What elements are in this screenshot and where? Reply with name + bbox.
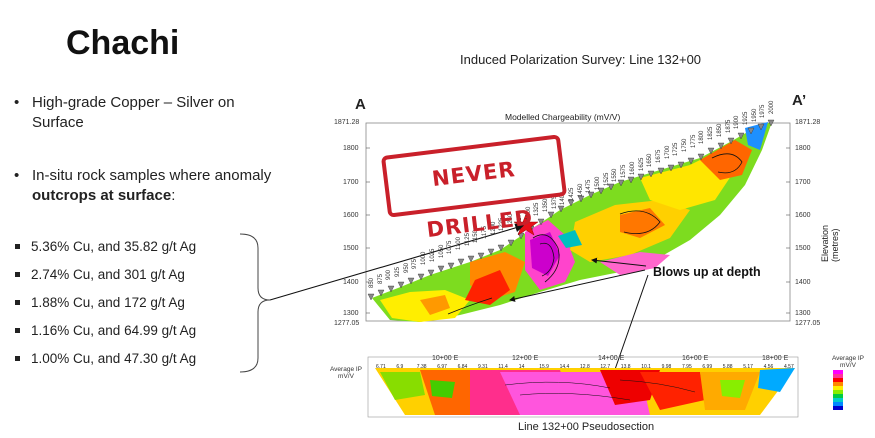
station-label: 1500 (595, 176, 602, 190)
sample-bracket (239, 233, 271, 373)
station-label: 1850 (716, 123, 723, 137)
station-label: 925 (395, 266, 402, 277)
bullet-dot: • (14, 94, 20, 111)
station-label: 1975 (760, 104, 767, 118)
station-label: 1825 (708, 127, 715, 141)
pseudo-value: 14 (518, 364, 525, 370)
electrode-markers (367, 119, 775, 301)
y-tick-left: 1800 (343, 145, 359, 152)
pseudo-x-tick: 16+00 E (682, 355, 709, 362)
pseudo-value: 7.38 (416, 364, 427, 370)
station-label: 1725 (673, 142, 680, 156)
station-label: 1800 (699, 130, 706, 145)
station-label: 1450 (577, 183, 584, 198)
y-axis-title: Elevation (metres) (820, 224, 840, 262)
pseudo-value: 7.95 (682, 364, 692, 370)
survey-title: Induced Polarization Survey: Line 132+00 (460, 52, 702, 67)
pseudo-value: 11.4 (498, 364, 508, 370)
y-tick-left: 1300 (343, 310, 359, 317)
y-tick-left: 1871.28 (334, 119, 360, 126)
pseudo-value: 6.99 (702, 364, 713, 370)
y-tick-right: 1400 (795, 279, 811, 286)
callout-arrow-1 (509, 269, 646, 302)
y-tick-right: 1277.05 (795, 320, 821, 327)
station-label: 1700 (664, 146, 671, 160)
pseudo-value: 14.4 (559, 364, 570, 370)
y-tick-left: 1400 (343, 279, 359, 286)
callout-text: Blows up at depth (653, 265, 761, 279)
y-tick-right: 1800 (795, 145, 811, 152)
y-tick-left: 1277.05 (334, 320, 360, 327)
pseudo-value: 9.31 (478, 364, 488, 370)
station-label: 1750 (682, 138, 689, 152)
station-label: 1525 (603, 172, 610, 186)
station-label: 1575 (621, 164, 628, 179)
station-label: 1425 (569, 187, 575, 201)
section-frame (365, 122, 791, 322)
pseudo-x-tick: 10+00 E (432, 355, 459, 362)
y-tick-right: 1871.28 (795, 119, 821, 126)
y-tick-left: 1700 (343, 179, 359, 186)
station-label: 1650 (647, 153, 654, 167)
sample-pointer-arrow (269, 223, 525, 301)
callout-arrow-2 (610, 274, 649, 379)
slide-title: Chachi (66, 24, 180, 62)
pseudo-value: 6.71 (376, 364, 386, 370)
station-label: 1675 (655, 149, 662, 164)
station-label: 900 (386, 270, 393, 281)
station-label: 1600 (629, 161, 636, 175)
pseudosection-caption: Line 132+00 Pseudosection (518, 421, 655, 433)
pseudo-value: 5.17 (743, 364, 753, 370)
y-tick-right: 1300 (795, 310, 811, 317)
station-label: 950 (403, 262, 410, 273)
chargeability-model (372, 122, 772, 322)
pseudo-value: 4.57 (784, 364, 794, 370)
pseudo-value: 6.9 (396, 364, 404, 370)
section-label-a: A (355, 96, 366, 113)
pseudo-x-tick: 14+00 E (598, 355, 625, 362)
pseudo-value: 4.56 (763, 364, 774, 370)
station-label: 875 (377, 274, 384, 285)
station-label: 1625 (638, 157, 645, 171)
pseudosection-legend (833, 370, 843, 410)
section-label-a-prime: A’ (792, 92, 807, 109)
station-label: 1875 (725, 119, 732, 133)
y-tick-left: 1600 (343, 212, 359, 219)
pseudo-value: 12.8 (580, 364, 590, 370)
pseudo-value: 15.9 (539, 364, 549, 370)
pseudo-value: 5.88 (722, 364, 733, 370)
pseudo-x-tick: 18+00 E (762, 355, 789, 362)
pseudosection-frame (367, 356, 799, 418)
bullet-dot: • (14, 167, 20, 184)
pseudo-value: 13.8 (620, 364, 631, 370)
avg-ip-label-left: Average IP mV/V (329, 366, 363, 380)
y-tick-right: 1600 (795, 212, 811, 219)
y-tick-right: 1500 (795, 245, 811, 252)
station-label: 1475 (586, 180, 593, 194)
station-label: 1950 (751, 108, 758, 122)
pseudo-value: 10.1 (641, 364, 651, 370)
section-title: Modelled Chargeability (mV/V) (505, 112, 621, 122)
station-label: 1925 (742, 111, 749, 126)
bullet-1-text: High-grade Copper – Silver on Surface (32, 94, 235, 131)
pseudo-value: 6.97 (437, 364, 447, 370)
station-label: 1775 (690, 134, 697, 149)
pseudo-value: 6.84 (457, 364, 468, 370)
station-label: 1900 (734, 115, 741, 130)
station-label: 975 (412, 259, 419, 270)
station-label: 2000 (769, 100, 775, 114)
callout-arrow-3 (591, 257, 647, 267)
avg-ip-label-right: Average IP mV/V (831, 355, 865, 369)
y-tick-right: 1700 (795, 179, 811, 186)
y-tick-left: 1500 (343, 245, 359, 252)
pseudo-value: 9.98 (661, 364, 672, 370)
station-label: 850 (369, 277, 375, 288)
pseudo-value: 12.7 (600, 364, 611, 370)
station-label: 1550 (612, 168, 619, 183)
bullet-2-text: In-situ rock samples where anomaly outcr… (32, 167, 272, 204)
pseudo-x-tick: 12+00 E (512, 355, 539, 362)
pseudosection-image (375, 368, 795, 415)
